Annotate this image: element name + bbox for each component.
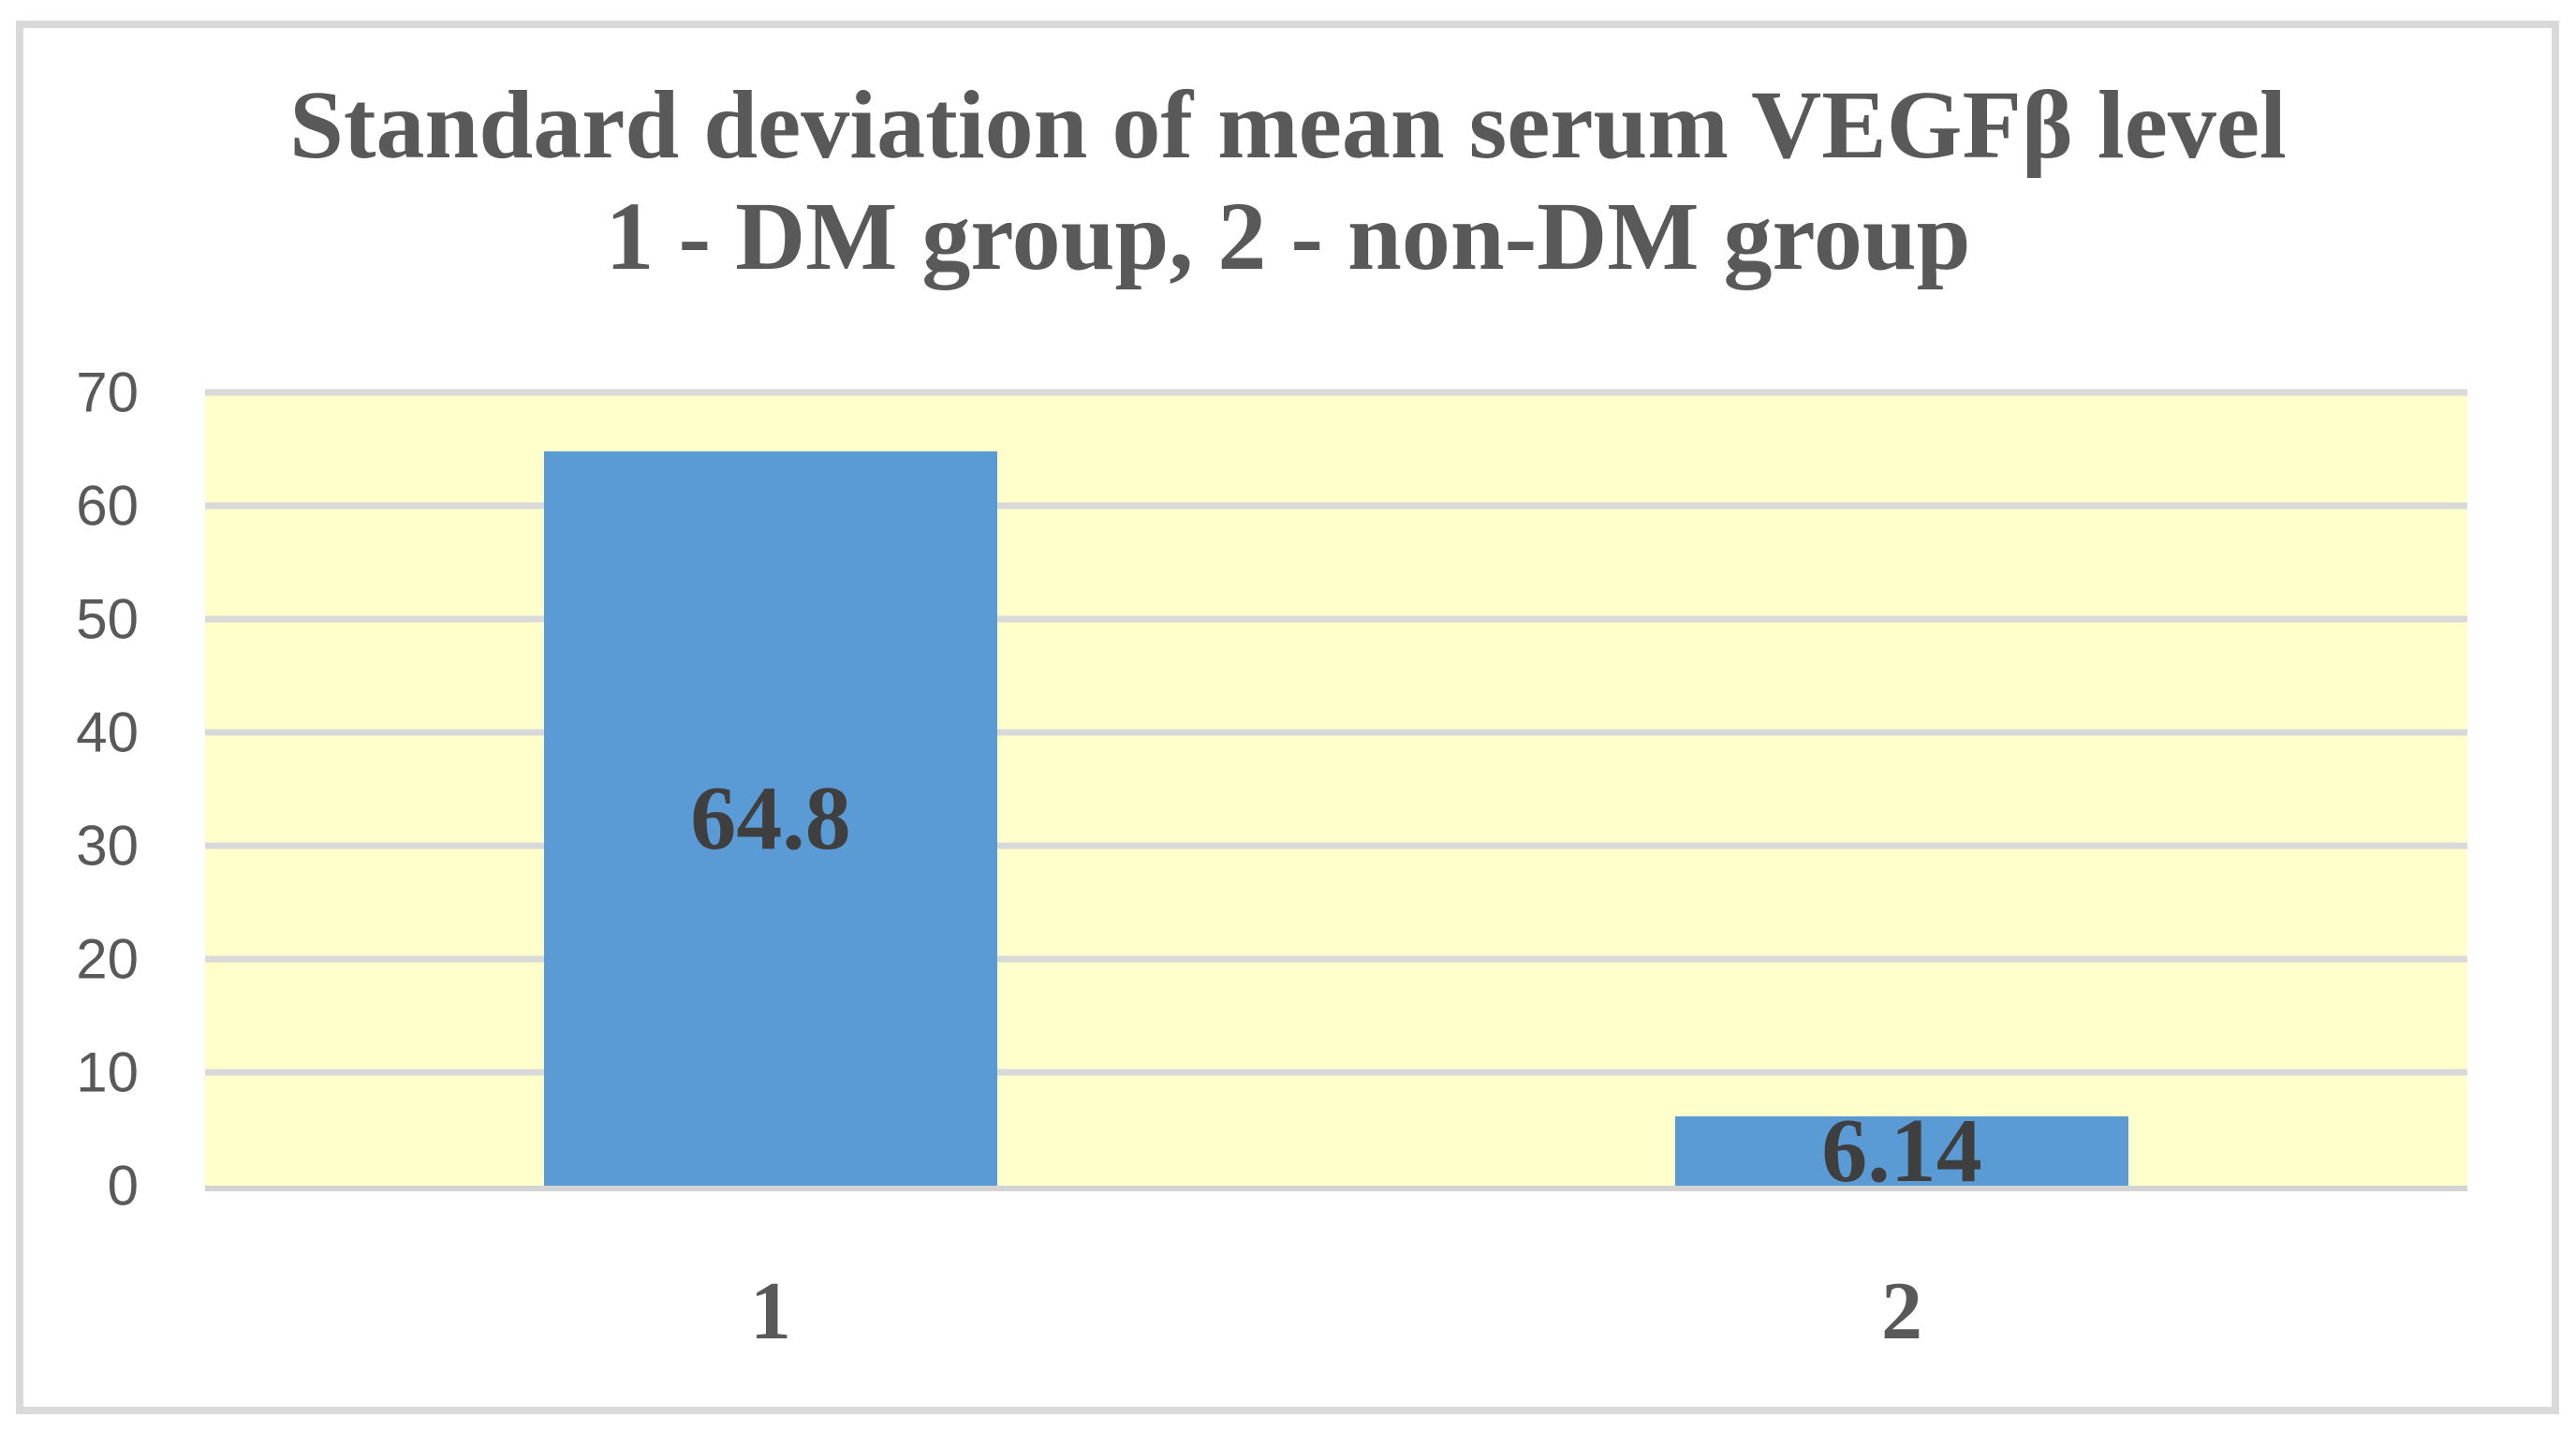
gridline-30 [205,842,2467,849]
y-axis-tick-label-50: 50 [76,587,139,651]
y-axis-tick-label-60: 60 [76,474,139,538]
x-axis-label-1: 1 [750,1266,791,1357]
y-axis-tick-label-0: 0 [107,1154,139,1218]
y-axis-tick-label-70: 70 [76,361,139,424]
y-axis-tick-label-40: 40 [76,701,139,764]
chart-title-line-1: Standard deviation of mean serum VEGFβ l… [289,71,2287,179]
bar-non-dm-group: 6.14 [1675,1100,2128,1202]
bar-value-label: 64.8 [690,767,851,869]
gridline-50 [205,615,2467,623]
x-axis-label-2: 2 [1881,1266,1922,1357]
gridline-20 [205,955,2467,963]
gridline-60 [205,502,2467,509]
bar-dm-group: 64.8 [544,450,997,1186]
y-axis-tick-label-20: 20 [76,927,139,991]
bar-value-label: 6.14 [1821,1100,1982,1202]
chart-title-line-2: 1 - DM group, 2 - non-DM group [605,183,1971,290]
y-axis-tick-label-10: 10 [76,1041,139,1104]
gridline-40 [205,729,2467,736]
gridline-10 [205,1069,2467,1076]
chart-title: Standard deviation of mean serum VEGFβ l… [0,69,2576,292]
x-axis-line [205,1186,2467,1191]
y-axis-tick-label-30: 30 [76,814,139,878]
gridline-70 [205,389,2467,396]
